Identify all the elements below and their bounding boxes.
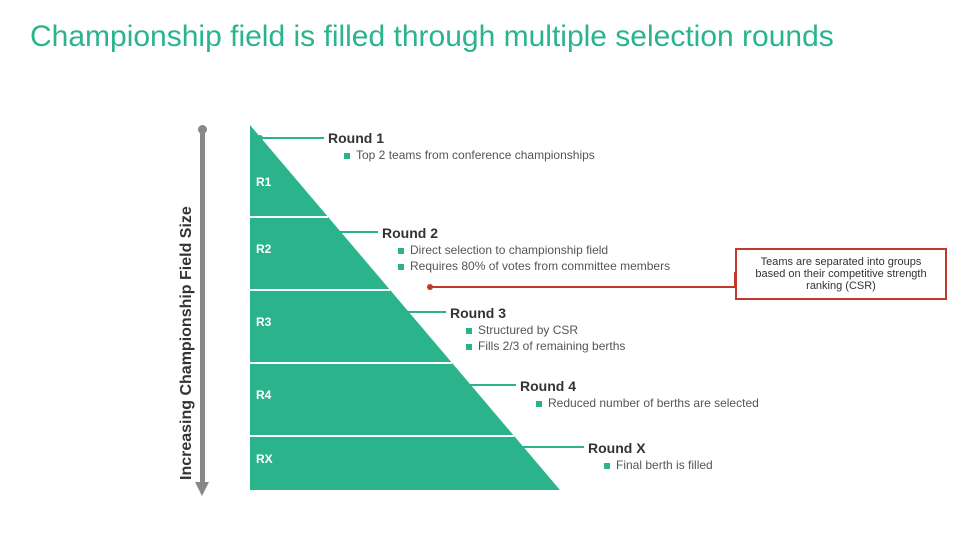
round-bullets: Reduced number of berths are selected (536, 396, 876, 412)
round-connector-line (510, 446, 584, 448)
bullet-square-icon (466, 328, 472, 334)
round-bullet-text: Top 2 teams from conference championship… (356, 148, 595, 162)
round-bullet-text: Final berth is filled (616, 458, 713, 472)
triangle-row-label: RX (256, 452, 273, 466)
round-title: Round 4 (520, 378, 576, 394)
round-connector-line (455, 384, 516, 386)
round-connector-line (260, 137, 324, 139)
round-bullet-text: Fills 2/3 of remaining berths (478, 339, 625, 353)
round-title: Round 2 (382, 225, 438, 241)
bullet-square-icon (344, 153, 350, 159)
round-bullets: Structured by CSR Fills 2/3 of remaining … (466, 323, 766, 355)
triangle-divider (250, 216, 328, 218)
callout-connector-h (430, 286, 735, 288)
round-bullet-text: Structured by CSR (478, 323, 578, 337)
round-bullet-text: Reduced number of berths are selected (548, 396, 759, 410)
round-connector-line (316, 231, 378, 233)
round-bullet-text: Direct selection to championship field (410, 243, 608, 257)
triangle-divider (250, 289, 390, 291)
round-connector-line (390, 311, 446, 313)
triangle-divider (250, 362, 452, 364)
triangle-row-label: R1 (256, 175, 271, 189)
triangle-row-label: R3 (256, 315, 271, 329)
bullet-square-icon (398, 264, 404, 270)
round-title: Round X (588, 440, 646, 456)
round-bullets: Final berth is filled (604, 458, 904, 474)
round-bullet-text: Requires 80% of votes from committee mem… (410, 259, 670, 273)
csr-callout: Teams are separated into groups based on… (735, 248, 947, 300)
bullet-square-icon (536, 401, 542, 407)
bullet-square-icon (398, 248, 404, 254)
round-title: Round 3 (450, 305, 506, 321)
triangle-row-label: R4 (256, 388, 271, 402)
triangle-divider (250, 435, 514, 437)
round-bullets: Top 2 teams from conference championship… (344, 148, 724, 164)
bullet-square-icon (466, 344, 472, 350)
callout-connector-v (734, 272, 736, 287)
round-bullets: Direct selection to championship field Re… (398, 243, 738, 275)
bullet-square-icon (604, 463, 610, 469)
round-title: Round 1 (328, 130, 384, 146)
triangle-row-label: R2 (256, 242, 271, 256)
